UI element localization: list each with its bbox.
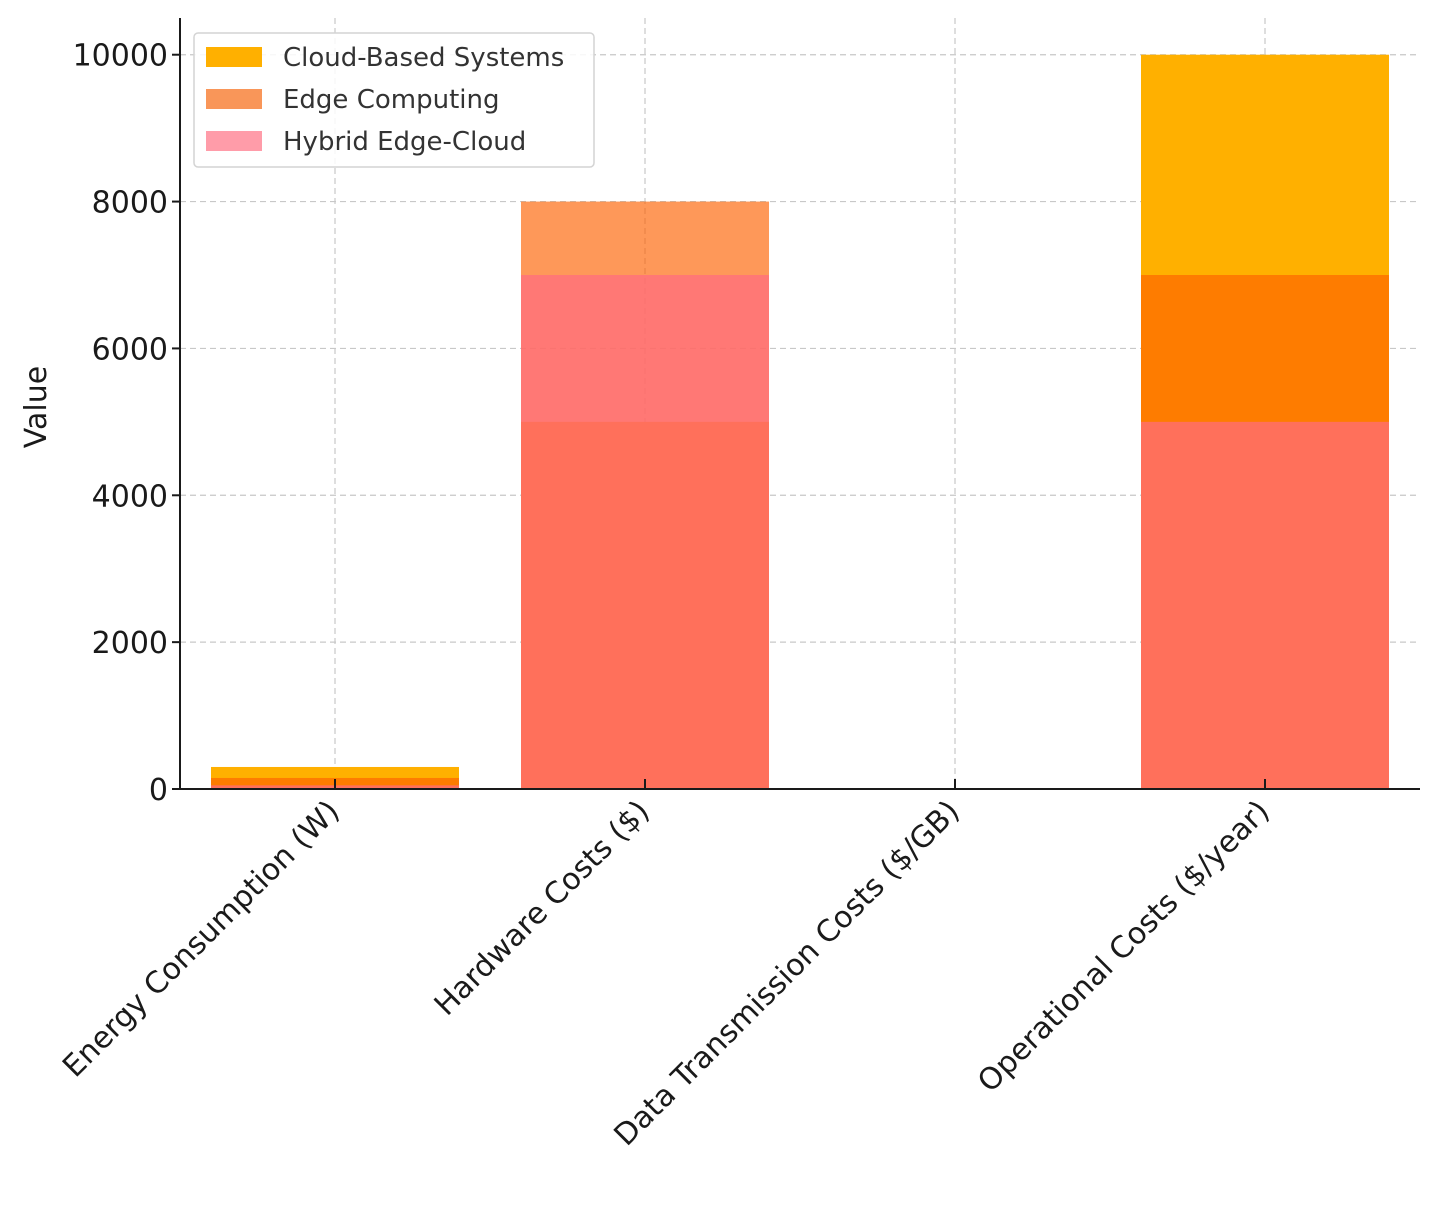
y-tick-label-1: 2000 xyxy=(92,626,168,661)
y-tick-label-5: 10000 xyxy=(73,39,168,74)
y-axis-label: Value xyxy=(19,366,54,448)
x-tick-label-0: Energy Consumption (W) xyxy=(56,794,347,1085)
bar-2-1 xyxy=(521,275,769,789)
legend-label-1: Edge Computing xyxy=(283,85,499,115)
x-axis-ticks: Energy Consumption (W) Hardware Costs ($)… xyxy=(56,779,1277,1153)
legend-swatch-1 xyxy=(206,89,262,109)
bar-2-3 xyxy=(1141,421,1389,789)
legend-label-2: Hybrid Edge-Cloud xyxy=(283,127,526,157)
axes xyxy=(179,18,1420,790)
x-tick-label-2: Data Transmission Costs ($/GB) xyxy=(608,794,967,1153)
y-tick-label-3: 6000 xyxy=(92,332,168,367)
x-tick-label-1: Hardware Costs ($) xyxy=(428,794,657,1023)
legend-box xyxy=(193,32,595,168)
y-tick-label-0: 0 xyxy=(149,773,168,808)
legend-swatch-2 xyxy=(206,131,262,151)
x-tick-label-3: Operational Costs ($/year) xyxy=(971,794,1276,1099)
bars xyxy=(211,54,1389,790)
y-axis-ticks: 0 2000 4000 6000 8000 10000 xyxy=(73,39,180,808)
legend-swatch-0 xyxy=(206,47,262,67)
legend-label-0: Cloud-Based Systems xyxy=(283,43,564,73)
legend: Cloud-Based Systems Edge Computing Hybrid … xyxy=(193,32,595,168)
y-tick-label-4: 8000 xyxy=(92,186,168,221)
y-tick-label-2: 4000 xyxy=(92,479,168,514)
